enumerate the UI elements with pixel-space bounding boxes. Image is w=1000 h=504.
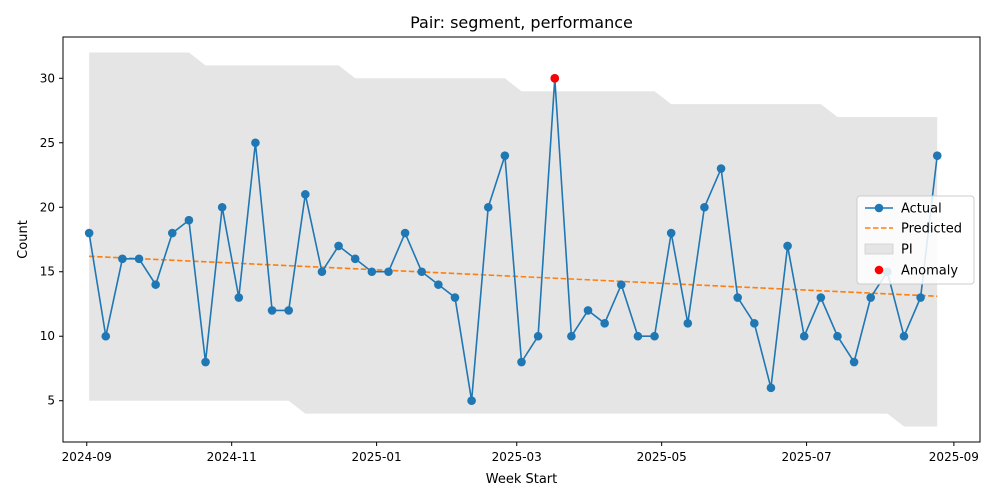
actual-layer [84, 73, 942, 406]
x-tick-label: 2025-03 [492, 450, 542, 464]
actual-point [766, 383, 776, 393]
anomaly-point [550, 73, 560, 83]
x-tick-label: 2024-09 [62, 450, 112, 464]
x-tick-label: 2024-11 [207, 450, 257, 464]
actual-point [517, 357, 526, 367]
actual-point [267, 306, 277, 315]
actual-point [816, 293, 826, 302]
y-tick-label: 30 [40, 71, 55, 85]
legend-anomaly-marker [874, 265, 884, 275]
actual-point [500, 151, 510, 160]
y-tick-label: 5 [47, 394, 55, 408]
y-tick-label: 10 [40, 329, 55, 343]
actual-point [633, 331, 643, 341]
actual-point [234, 293, 244, 302]
actual-point [134, 254, 144, 264]
actual-point [184, 215, 194, 225]
actual-point [666, 228, 676, 238]
actual-point [201, 357, 210, 367]
legend-box [856, 195, 975, 285]
actual-point [533, 331, 543, 341]
x-axis-title: Week Start [486, 472, 558, 487]
actual-point [916, 293, 925, 302]
actual-line [88, 78, 938, 401]
actual-point [118, 254, 127, 264]
legend: Actual Predicted PI Anomaly [856, 195, 975, 285]
actual-point [217, 202, 227, 212]
legend-label: Predicted [901, 222, 962, 237]
actual-point [700, 202, 709, 212]
actual-point [167, 228, 177, 238]
legend-label: Anomaly [901, 264, 958, 279]
actual-point [467, 396, 476, 406]
actual-point [434, 280, 443, 289]
actual-point [750, 319, 759, 328]
actual-point [400, 228, 410, 238]
actual-point [450, 293, 460, 302]
actual-point [417, 267, 427, 277]
legend-pi-swatch [864, 243, 894, 255]
legend-label: PI [901, 243, 913, 258]
actual-point [932, 151, 942, 160]
legend-label: Actual [901, 202, 942, 217]
chart-title: Pair: segment, performance [410, 13, 633, 32]
y-tick-label: 25 [40, 136, 55, 150]
y-axis-title: Count [16, 220, 31, 259]
prediction-interval-band [89, 52, 938, 427]
actual-point [367, 267, 377, 277]
actual-point [616, 280, 626, 289]
x-tick-label: 2025-05 [637, 450, 687, 464]
actual-point [284, 306, 293, 315]
actual-point [384, 267, 393, 277]
actual-point [600, 319, 609, 328]
y-ticks: 5 10 15 20 25 30 [40, 71, 63, 408]
actual-point [716, 164, 726, 173]
actual-point [301, 190, 310, 199]
actual-point [899, 331, 909, 341]
y-tick-label: 20 [40, 200, 55, 214]
prediction-interval-layer [89, 52, 938, 427]
y-tick-label: 15 [40, 265, 55, 279]
actual-point [483, 202, 493, 212]
actual-point [733, 293, 742, 302]
actual-point [650, 331, 659, 341]
actual-point [683, 319, 693, 328]
actual-point [833, 331, 842, 341]
actual-point [350, 254, 360, 264]
x-tick-label: 2025-09 [929, 450, 979, 464]
actual-point [567, 331, 576, 341]
plot-frame [62, 36, 981, 443]
anomaly-layer [550, 73, 560, 83]
actual-point [799, 331, 809, 341]
actual-point [334, 241, 343, 251]
actual-point [101, 331, 111, 341]
actual-point [151, 280, 160, 289]
actual-point [84, 228, 94, 238]
actual-point [317, 267, 327, 277]
actual-point [583, 306, 593, 315]
actual-point [783, 241, 792, 251]
x-tick-label: 2025-07 [782, 450, 832, 464]
actual-point [251, 138, 260, 148]
x-tick-label: 2025-01 [352, 450, 402, 464]
actual-point [849, 357, 859, 367]
legend-actual-marker [874, 203, 884, 213]
x-ticks: 2024-09 2024-11 2025-01 2025-03 2025-05 2025-… [62, 442, 979, 464]
actual-point [866, 293, 876, 302]
